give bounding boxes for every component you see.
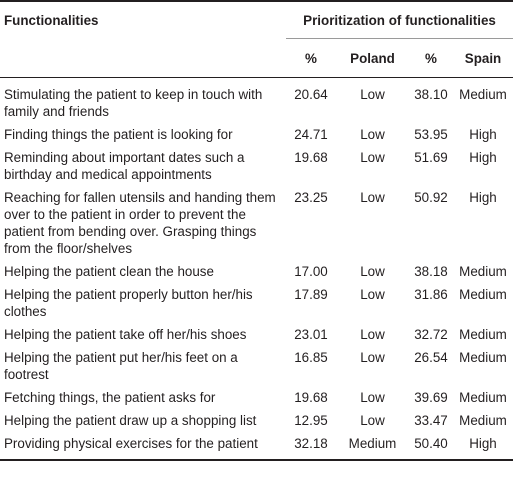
spain-percent-cell: 31.86: [414, 287, 448, 302]
spain-percent-cell: 50.40: [409, 432, 453, 461]
functionality-cell: Helping the patient take off her/his sho…: [4, 327, 247, 342]
spain-level-cell: High: [469, 190, 497, 205]
table-row: Finding things the patient is looking fo…: [0, 123, 513, 146]
spain-percent-cell: 26.54: [414, 350, 448, 365]
poland-percent-cell: 12.95: [294, 413, 328, 428]
poland-level-cell: Medium: [336, 432, 409, 461]
header-row-2: % Poland % Spain: [0, 38, 513, 78]
spain-level-cell: Medium: [459, 287, 507, 302]
table-row: Reaching for fallen utensils and handing…: [0, 186, 513, 260]
header-row-1: Functionalities Prioritization of functi…: [0, 0, 513, 39]
functionality-cell: Helping the patient properly button her/…: [4, 287, 253, 319]
table-row: Fetching things, the patient asks for 19…: [0, 386, 513, 409]
functionality-cell: Helping the patient clean the house: [4, 264, 214, 279]
table-row: Helping the patient take off her/his sho…: [0, 323, 513, 346]
functionality-cell: Stimulating the patient to keep in touch…: [4, 87, 263, 119]
header-percent-spain: %: [409, 38, 453, 78]
spain-level-cell: High: [469, 127, 497, 142]
header-percent-poland: %: [286, 38, 336, 78]
poland-level-cell: Low: [360, 87, 385, 102]
spain-level-cell: Medium: [459, 87, 507, 102]
poland-percent-cell: 16.85: [294, 350, 328, 365]
header-prioritization: Prioritization of functionalities: [286, 0, 513, 39]
header-blank-cell: [0, 38, 286, 78]
functionality-cell: Helping the patient put her/his feet on …: [4, 350, 238, 382]
poland-percent-cell: 32.18: [286, 432, 336, 461]
poland-level-cell: Low: [360, 287, 385, 302]
poland-level-cell: Low: [360, 190, 385, 205]
functionality-cell: Providing physical exercises for the pat…: [0, 432, 286, 461]
table-row: Providing physical exercises for the pat…: [0, 432, 513, 461]
poland-percent-cell: 17.89: [294, 287, 328, 302]
poland-level-cell: Low: [360, 413, 385, 428]
table-body: Stimulating the patient to keep in touch…: [0, 78, 513, 461]
functionality-cell: Finding things the patient is looking fo…: [4, 127, 233, 142]
poland-level-cell: Low: [360, 127, 385, 142]
spain-percent-cell: 38.10: [414, 87, 448, 102]
table-row: Helping the patient properly button her/…: [0, 283, 513, 323]
table-row: Stimulating the patient to keep in touch…: [0, 78, 513, 124]
spain-percent-cell: 51.69: [414, 150, 448, 165]
poland-percent-cell: 17.00: [294, 264, 328, 279]
poland-percent-cell: 24.71: [294, 127, 328, 142]
functionalities-table: Functionalities Prioritization of functi…: [0, 0, 513, 461]
spain-percent-cell: 50.92: [414, 190, 448, 205]
table-header: Functionalities Prioritization of functi…: [0, 0, 513, 78]
spain-level-cell: High: [469, 150, 497, 165]
functionality-cell: Reminding about important dates such a b…: [4, 150, 245, 182]
spain-percent-cell: 38.18: [414, 264, 448, 279]
poland-percent-cell: 20.64: [294, 87, 328, 102]
table-row: Reminding about important dates such a b…: [0, 146, 513, 186]
spain-level-cell: Medium: [459, 264, 507, 279]
poland-level-cell: Low: [360, 350, 385, 365]
header-spain: Spain: [453, 38, 513, 78]
functionality-cell: Reaching for fallen utensils and handing…: [4, 190, 276, 256]
poland-level-cell: Low: [360, 264, 385, 279]
spain-level-cell: Medium: [459, 390, 507, 405]
spain-percent-cell: 33.47: [414, 413, 448, 428]
poland-percent-cell: 23.25: [294, 190, 328, 205]
functionality-cell: Helping the patient draw up a shopping l…: [4, 413, 257, 428]
table-row: Helping the patient draw up a shopping l…: [0, 409, 513, 432]
table-row: Helping the patient clean the house 17.0…: [0, 260, 513, 283]
poland-percent-cell: 19.68: [294, 150, 328, 165]
header-poland: Poland: [336, 38, 409, 78]
spain-level-cell: Medium: [459, 327, 507, 342]
poland-level-cell: Low: [360, 327, 385, 342]
poland-percent-cell: 19.68: [294, 390, 328, 405]
poland-level-cell: Low: [360, 150, 385, 165]
spain-percent-cell: 32.72: [414, 327, 448, 342]
poland-percent-cell: 23.01: [294, 327, 328, 342]
spain-percent-cell: 53.95: [414, 127, 448, 142]
spain-level-cell: Medium: [459, 350, 507, 365]
functionality-cell: Fetching things, the patient asks for: [4, 390, 216, 405]
spain-level-cell: High: [453, 432, 513, 461]
table-row: Helping the patient put her/his feet on …: [0, 346, 513, 386]
header-functionalities: Functionalities: [0, 0, 286, 39]
spain-percent-cell: 39.69: [414, 390, 448, 405]
poland-level-cell: Low: [360, 390, 385, 405]
spain-level-cell: Medium: [459, 413, 507, 428]
